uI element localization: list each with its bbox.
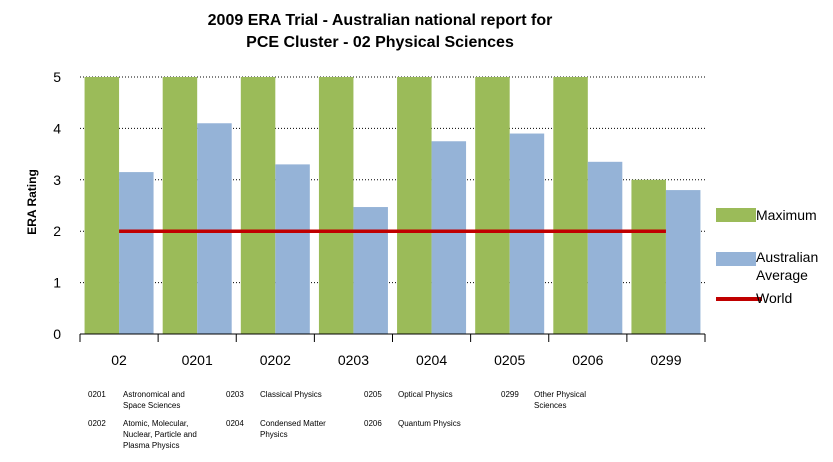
bar-maximum bbox=[162, 77, 198, 334]
category-note-text: Astronomical and Space Sciences bbox=[123, 390, 185, 410]
x-tick-label: 0206 bbox=[572, 352, 603, 368]
y-tick-label: 1 bbox=[53, 275, 61, 291]
bar-australian-average bbox=[119, 172, 154, 334]
bar-maximum bbox=[631, 179, 666, 334]
x-tick-label: 0203 bbox=[338, 352, 369, 368]
category-note-code: 0205 bbox=[364, 390, 382, 399]
y-tick-label: 5 bbox=[53, 69, 61, 85]
bar-australian-average bbox=[197, 123, 232, 334]
bar-australian-average bbox=[509, 133, 545, 334]
bar-maximum bbox=[318, 77, 354, 334]
legend-label-maximum: Maximum bbox=[756, 207, 817, 223]
x-tick-label: 02 bbox=[111, 352, 127, 368]
category-note-text: Optical Physics bbox=[398, 390, 453, 399]
bar-maximum bbox=[475, 77, 510, 334]
category-note-code: 0204 bbox=[226, 419, 244, 428]
bar-australian-average bbox=[353, 207, 388, 334]
category-note-text: Other Physical Sciences bbox=[534, 390, 587, 410]
bar-australian-average bbox=[587, 161, 623, 334]
bar-maximum bbox=[84, 77, 120, 334]
y-tick-label: 2 bbox=[53, 223, 61, 239]
legend-label-world: World bbox=[756, 290, 793, 306]
x-tick-label: 0202 bbox=[260, 352, 291, 368]
category-note-text: Condensed Matter Physics bbox=[260, 419, 326, 439]
chart-title-line-2: PCE Cluster - 02 Physical Sciences bbox=[246, 34, 514, 51]
category-note-code: 0299 bbox=[501, 390, 519, 399]
legend-swatch-maximum bbox=[716, 208, 756, 222]
legend-item-average: Australian Average bbox=[716, 248, 831, 288]
x-tick-label: 0299 bbox=[650, 352, 681, 368]
bar-maximum bbox=[240, 77, 276, 334]
legend-swatch-average bbox=[716, 252, 756, 266]
category-note-code: 0201 bbox=[88, 390, 106, 399]
legend-item-maximum: Maximum bbox=[716, 206, 831, 226]
y-tick-label: 4 bbox=[53, 120, 61, 136]
category-note-code: 0206 bbox=[364, 419, 382, 428]
bar-australian-average bbox=[431, 141, 467, 334]
bar-australian-average bbox=[275, 164, 310, 334]
y-tick-label: 3 bbox=[53, 172, 61, 188]
category-note-code: 0203 bbox=[226, 390, 244, 399]
y-tick-label: 0 bbox=[53, 326, 61, 342]
bar-maximum bbox=[553, 77, 588, 334]
category-note-text: Quantum Physics bbox=[398, 419, 461, 428]
x-tick-label: 0201 bbox=[182, 352, 213, 368]
chart-title-line-1: 2009 ERA Trial - Australian national rep… bbox=[207, 12, 553, 29]
legend-label-average: Australian Average bbox=[756, 249, 819, 283]
bar-maximum bbox=[397, 77, 432, 334]
x-tick-label: 0205 bbox=[494, 352, 525, 368]
category-note-code: 0202 bbox=[88, 419, 106, 428]
bar-australian-average bbox=[665, 190, 701, 334]
x-tick-label: 0204 bbox=[416, 352, 447, 368]
category-note-text: Classical Physics bbox=[260, 390, 322, 399]
chart-title: 2009 ERA Trial - Australian national rep… bbox=[130, 10, 630, 54]
legend-item-world: World bbox=[716, 289, 831, 309]
legend-swatch-world bbox=[716, 297, 762, 301]
category-note-text: Atomic, Molecular, Nuclear, Particle and… bbox=[123, 419, 197, 450]
